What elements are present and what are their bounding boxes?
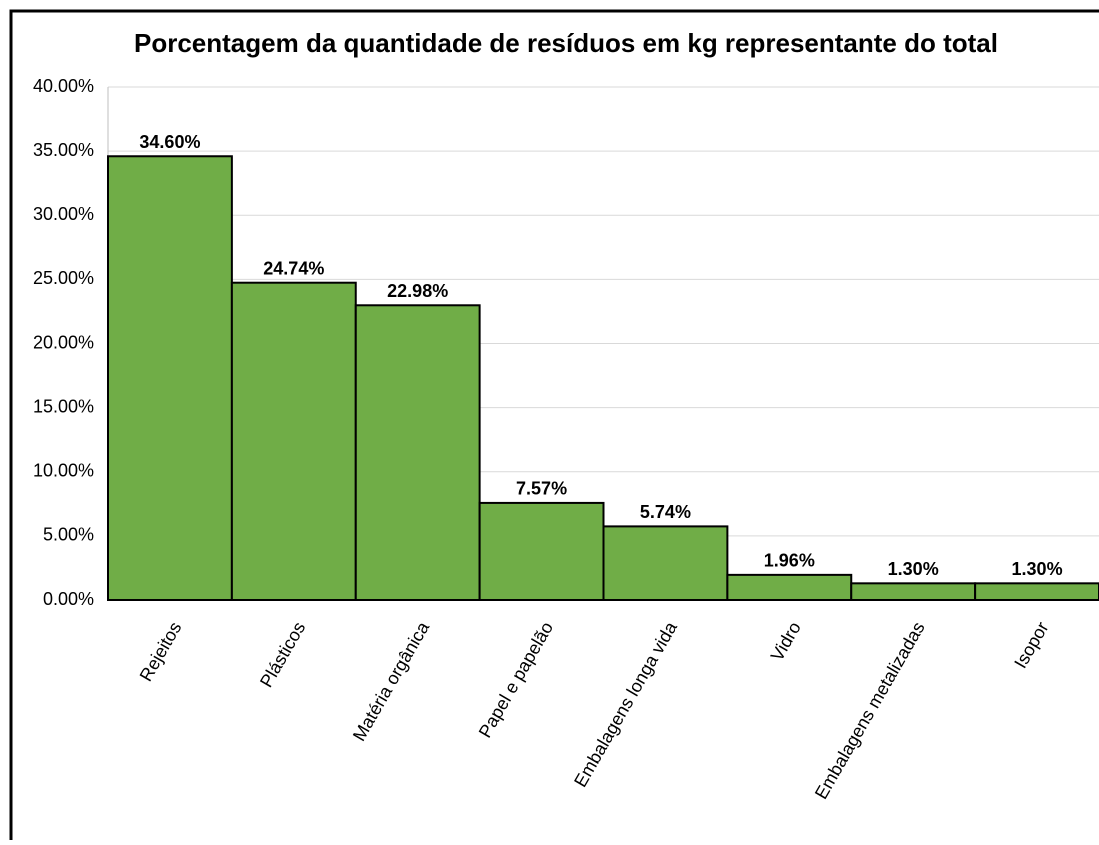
bar (726, 573, 853, 601)
value-label: 34.60% (139, 132, 200, 152)
chart-title: Porcentagem da quantidade de resíduos em… (134, 28, 998, 58)
y-tick-label: 20.00% (33, 332, 94, 352)
bar (478, 501, 605, 602)
y-tick-label: 15.00% (33, 396, 94, 416)
bar (850, 582, 977, 602)
bar (230, 281, 357, 601)
y-tick-label: 0.00% (43, 589, 94, 609)
bar (107, 155, 233, 601)
bar (354, 304, 481, 601)
bar (974, 582, 1099, 602)
value-label: 1.30% (888, 559, 939, 579)
value-label: 1.96% (764, 551, 815, 571)
y-tick-label: 25.00% (33, 268, 94, 288)
value-label: 24.74% (263, 258, 324, 278)
y-tick-label: 40.00% (33, 76, 94, 96)
value-label: 22.98% (387, 281, 448, 301)
y-tick-label: 35.00% (33, 140, 94, 160)
y-tick-label: 5.00% (43, 525, 94, 545)
y-tick-label: 10.00% (33, 461, 94, 481)
value-label: 7.57% (516, 479, 567, 499)
bar (602, 525, 729, 602)
value-label: 5.74% (640, 502, 691, 522)
chart-border (9, 9, 1099, 840)
value-label: 1.30% (1012, 559, 1063, 579)
y-tick-label: 30.00% (33, 204, 94, 224)
